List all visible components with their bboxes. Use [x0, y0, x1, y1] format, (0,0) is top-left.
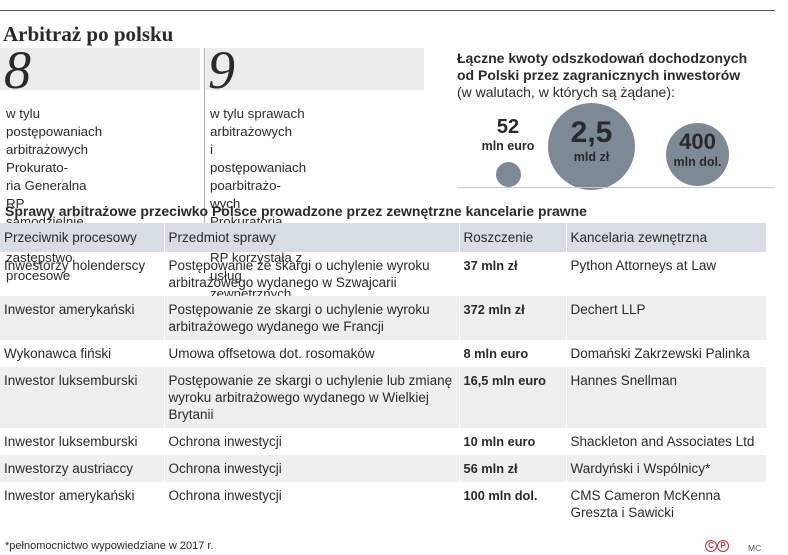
bubble-value: 2,5	[570, 116, 613, 149]
cell-claim: 372 mln zł	[458, 296, 566, 340]
stat-number-box	[204, 48, 424, 90]
cell-claim: 8 mln euro	[458, 340, 566, 367]
cell-subject: Postępowanie ze skargi o uchylenie lub z…	[163, 367, 459, 428]
header-firm: Kancelaria zewnętrzna	[565, 223, 766, 252]
header-subject: Przedmiot sprawy	[163, 223, 459, 252]
cell-party: Inwestorzy austriaccy	[0, 455, 164, 482]
bubble-value: 400	[679, 129, 716, 154]
table-row: Wykonawca fiński Umowa offsetowa dot. ro…	[0, 340, 766, 367]
bubble-unit: mln dol.	[673, 155, 722, 169]
cell-party: Inwestor luksemburski	[4, 434, 138, 449]
bubble-label-400: 400 mln dol.	[656, 129, 739, 169]
bubble-unit: mld zł	[573, 150, 610, 164]
table-row: Inwestorzy austriaccy Ochrona inwestycji…	[0, 455, 766, 482]
bubble-label-52: 52 mln euro	[468, 116, 548, 153]
table-row: Inwestor luksemburski Postępowanie ze sk…	[0, 367, 766, 428]
cell-party: Wykonawca fiński	[4, 346, 112, 361]
bubble-400-mln-dol	[666, 123, 729, 186]
cases-table: Przeciwnik procesowy Przedmiot sprawy Ro…	[0, 223, 766, 526]
bubble-2-5-mld-zl	[548, 103, 635, 190]
copyright-icon: C	[705, 540, 717, 552]
author-credit: MC	[748, 543, 762, 553]
cell-party: Inwestor amerykański	[0, 296, 164, 340]
table-header-row: Przeciwnik procesowy Przedmiot sprawy Ro…	[0, 223, 766, 252]
cell-firm: CMS Cameron McKenna Greszta i Sawicki	[565, 482, 766, 526]
stat-desc-line: i postępowaniach poarbitrażo-	[210, 142, 307, 193]
cell-firm: Dechert LLP	[565, 296, 766, 340]
cell-subject: Ochrona inwestycji	[163, 428, 459, 455]
amounts-title-line: od Polski przez zagranicznych inwestorów	[457, 67, 741, 83]
cell-firm: Shackleton and Associates Ltd	[565, 428, 766, 455]
stat-desc-line: arbitrażowych Prokurato-	[6, 142, 89, 175]
header-claim: Roszczenie	[458, 223, 566, 252]
stat-number: 9	[208, 40, 235, 100]
stat-desc-line: w tylu postępowaniach	[6, 106, 103, 139]
cell-subject: Umowa offsetowa dot. rosomaków	[163, 340, 459, 367]
table-title: Sprawy arbitrażowe przeciwko Polsce prow…	[5, 203, 587, 219]
stat-desc-line: zastępstwo procesowe	[6, 250, 73, 283]
bubble-unit: mln euro	[481, 139, 535, 153]
cell-subject: Postępowanie ze skargi o uchylenie wyrok…	[163, 252, 459, 296]
cell-party: Inwestor luksemburski	[0, 367, 164, 428]
table-row: Inwestor amerykański Postępowanie ze ska…	[0, 296, 766, 340]
stat-number: 8	[4, 40, 31, 100]
cell-claim: 37 mln zł	[458, 252, 566, 296]
stat-desc-line: ria Generalna RP	[6, 178, 87, 211]
cell-claim: 56 mln zł	[458, 455, 566, 482]
cell-subject: Ochrona inwestycji	[163, 455, 459, 482]
header-party: Przeciwnik procesowy	[0, 223, 164, 252]
cell-firm: Domański Zakrzewski Palinka	[565, 340, 766, 367]
bubble-value: 52	[496, 116, 520, 138]
cell-claim: 100 mln dol.	[458, 482, 566, 526]
cell-claim: 16,5 mln euro	[458, 367, 566, 428]
bubble-52-mln-euro	[496, 162, 521, 187]
cell-firm: Wardyński i Wspólnicy*	[565, 455, 766, 482]
cell-subject: Ochrona inwestycji	[163, 482, 459, 526]
cell-party: Inwestorzy holenderscy	[4, 258, 146, 273]
amounts-subtitle: (w walutach, w których są żądane):	[457, 84, 675, 100]
p-icon: P	[717, 540, 729, 552]
cell-claim: 10 mln euro	[458, 428, 566, 455]
divider	[204, 48, 205, 236]
amounts-title: Łączne kwoty odszkodowań dochodzonych od…	[457, 50, 747, 84]
page-title: Arbitraż po polsku	[3, 22, 174, 46]
table-row: Inwestor luksemburski Ochrona inwestycji…	[0, 428, 766, 455]
top-rule	[0, 10, 775, 11]
table-row: Inwestorzy holenderscy Postępowanie ze s…	[0, 252, 766, 296]
cell-subject: Postępowanie ze skargi o uchylenie wyrok…	[163, 296, 459, 340]
cell-firm: Python Attorneys at Law	[565, 252, 766, 296]
table-row: Inwestor amerykański Ochrona inwestycji …	[0, 482, 766, 526]
amounts-title-line: Łączne kwoty odszkodowań dochodzonych	[457, 50, 748, 66]
amounts-baseline	[457, 187, 775, 188]
cell-party: Inwestor amerykański	[4, 488, 135, 503]
footnote: *pełnomocnictwo wypowiedziane w 2017 r.	[5, 540, 214, 552]
stat-number-box	[0, 48, 200, 90]
cell-firm: Hannes Snellman	[565, 367, 766, 428]
bubble-label-2-5: 2,5 mld zł	[548, 116, 635, 164]
stat-desc-line: w tylu sprawach arbitrażowych	[210, 106, 305, 139]
